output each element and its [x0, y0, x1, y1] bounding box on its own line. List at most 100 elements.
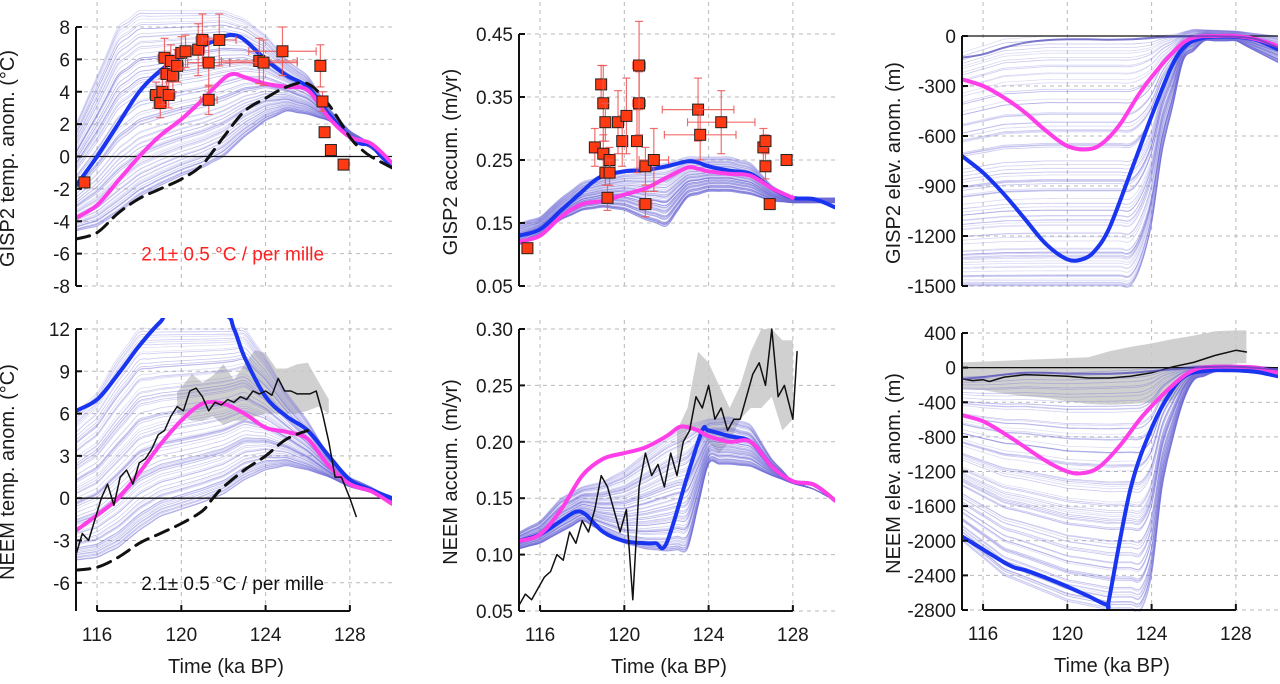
y-axis: -2800 -2400 -2000 -1600 -1200 -800 -400 0 400 — [907, 324, 968, 622]
y-tick-label: -3 — [53, 532, 70, 553]
ensemble-line — [962, 39, 1278, 273]
series-blue — [76, 318, 392, 501]
ensemble-line — [962, 31, 1278, 94]
ensemble-line — [519, 424, 835, 536]
ensemble-line — [962, 39, 1278, 268]
data-point — [187, 37, 231, 88]
y-tick-label: 0.05 — [476, 277, 513, 298]
ensemble-line — [76, 9, 392, 162]
ensemble-members — [519, 156, 835, 246]
data-point — [603, 159, 616, 186]
ensemble-line — [962, 38, 1278, 252]
data-marker — [601, 191, 614, 204]
ensemble-line — [962, 31, 1278, 89]
ensemble-line — [76, 456, 392, 544]
x-axis: 116 120 124 128 Time (ka BP) — [82, 605, 366, 678]
calibration-annotation: 2.1± 0.5 °C / per mille — [141, 245, 324, 266]
series-magenta — [76, 71, 392, 220]
x-axis: 116 120 124 128 Time (ka BP) — [968, 604, 1252, 677]
series-reference-dashed — [76, 429, 310, 572]
ensemble-line — [76, 460, 392, 551]
data-point — [780, 154, 793, 166]
ensemble-line — [76, 462, 392, 556]
ensemble-line — [519, 427, 835, 537]
ensemble-line — [76, 464, 392, 559]
y-tick-label: 0.25 — [476, 151, 513, 172]
ensemble-line — [76, 383, 392, 501]
ensemble-line — [519, 460, 835, 553]
ensemble-line — [519, 456, 835, 548]
ensemble-line — [519, 179, 835, 238]
data-point — [638, 146, 653, 186]
data-marker — [213, 33, 226, 46]
grid — [962, 2, 1278, 287]
data-point — [248, 26, 317, 77]
panel-gisp2-temp: -8 -6 -4 -2 0 2 4 6 8 GISP2 temp. anom. (°C) 2.1± … — [0, 2, 392, 298]
plot-area — [76, 9, 392, 241]
y-tick-label: 3 — [59, 447, 70, 468]
ensemble-line — [76, 459, 392, 549]
ensemble-line — [962, 39, 1278, 277]
x-tick-label: 120 — [165, 625, 197, 646]
ensemble-line — [519, 423, 835, 535]
ensemble-line — [519, 186, 835, 243]
y-tick-label: 9 — [59, 362, 70, 383]
ensemble-line — [962, 37, 1278, 237]
ensemble-line — [519, 177, 835, 238]
data-marker — [620, 109, 633, 122]
y-axis-title: NEEM accum. (m/yr) — [440, 379, 462, 565]
y-tick-label: -2 — [53, 180, 70, 201]
ensemble-line — [962, 33, 1278, 134]
data-marker — [633, 59, 646, 72]
ensemble-line — [76, 396, 392, 501]
y-axis: -6 -3 0 3 6 9 12 — [49, 320, 82, 611]
x-tick-label: 116 — [968, 624, 998, 645]
ensemble-line — [519, 189, 835, 245]
ensemble-line — [519, 459, 835, 550]
series-neem-record — [962, 349, 1248, 383]
ensemble-line — [962, 34, 1278, 157]
ensemble-line — [519, 189, 835, 245]
ensemble-line — [962, 33, 1278, 155]
ensemble-line — [519, 177, 835, 238]
ensemble-line — [519, 428, 835, 537]
data-marker — [337, 158, 350, 171]
ensemble-line — [962, 32, 1278, 112]
data-marker — [630, 135, 643, 148]
ensemble-line — [962, 30, 1278, 82]
panel-gisp2-elev: -1500 -1200 -900 -600 -300 0 GISP2 elev. anom.… — [883, 2, 1278, 298]
ensemble-line — [962, 39, 1278, 278]
y-axis: -1500 -1200 -900 -600 -300 0 — [907, 27, 968, 298]
ensemble-line — [76, 67, 392, 169]
ensemble-line — [519, 190, 835, 246]
plot-area — [962, 28, 1278, 288]
y-tick-label: 0.35 — [476, 88, 513, 109]
ensemble-line — [76, 462, 392, 556]
x-tick-label: 124 — [1136, 624, 1168, 645]
y-tick-label: 8 — [59, 18, 70, 39]
y-tick-label: 4 — [59, 83, 70, 104]
panel-gisp2-accum: 0.05 0.15 0.25 0.35 0.45 GISP2 accum. (m/yr) — [440, 2, 835, 298]
y-axis-title: NEEM temp. anom. (°C) — [0, 364, 19, 580]
uncertainty-envelope — [177, 350, 329, 425]
ensemble-line — [962, 37, 1278, 238]
data-point — [616, 115, 629, 167]
ensemble-line — [519, 454, 835, 547]
x-axis-title: Time (ka BP) — [611, 656, 727, 678]
ensemble-line — [76, 454, 392, 541]
ensemble-line — [519, 452, 835, 547]
ensemble-line — [962, 37, 1278, 245]
series-ensemble-upper — [962, 35, 1278, 59]
data-marker — [780, 154, 793, 166]
ensemble-line — [962, 39, 1278, 288]
ensemble-line — [519, 457, 835, 549]
ensemble-line — [519, 177, 835, 238]
y-tick-label: 0 — [59, 148, 70, 169]
data-point — [599, 102, 612, 142]
ensemble-line — [962, 39, 1278, 287]
ensemble-line — [519, 428, 835, 537]
ensemble-line — [519, 460, 835, 552]
ensemble-line — [76, 449, 392, 535]
ensemble-line — [519, 458, 835, 549]
